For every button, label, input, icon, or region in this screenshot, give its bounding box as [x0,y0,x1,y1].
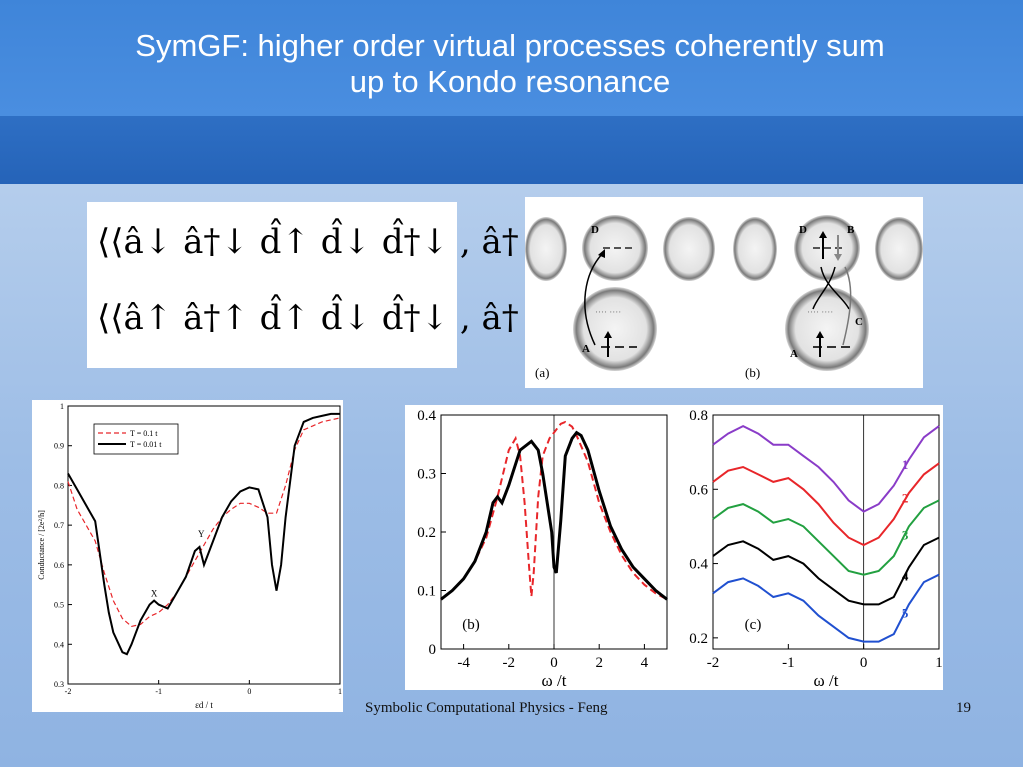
spin-up-head-b [816,331,824,338]
dots-b: ···· ···· [807,307,833,317]
y-tick-label: 0.1 [417,584,436,600]
legend-label: T = 0.01 t [130,440,162,449]
formula-line1: ⟨⟨â↓ â†↓ d̂↑ d̂↓ d̂†↓ , â†↑⟩⟩ [97,222,574,262]
conductance-chart: 0.3 0.4 0.5 0.6 0.7 0.8 0.9 1 -2 -1 0 1 εd / t Conduc… [37,402,342,710]
schematic-a: ···· ···· D A (a) [525,215,715,380]
dot-a-a [573,287,657,371]
label-a-b: A [790,348,798,360]
y-tick-label: 0.3 [54,680,64,689]
spin-d-up-head-b [819,231,827,238]
legend-box [93,423,179,455]
x-axis-label: εd / t [195,700,213,710]
panel-b-label: (b) [745,365,760,380]
plot-frame [712,414,940,650]
hop-head-a [598,249,605,258]
panel-label: (c) [745,617,762,633]
x-tick-label: 0 [860,655,868,671]
hop-b-3 [842,266,852,346]
x-tick-label: -2 [65,687,72,696]
x-tick-label: 1 [935,655,943,671]
series-label: 4 [902,568,909,583]
arrow-head-a [604,331,612,338]
x-tick-label: 0 [550,655,558,671]
legend-label: T = 0.1 t [130,429,158,438]
x-tick-label: -4 [457,655,470,671]
schematic-b: ···· ···· D B C A (b) [733,215,923,380]
label-d-b: D [799,224,807,236]
y-tick-label: 0.5 [54,601,64,610]
slide-title: SymGF: higher order virtual processes co… [20,28,1000,100]
label-b-b: B [847,224,855,236]
lead-left-b [733,217,777,281]
slide-title-line2: up to Kondo resonance [349,64,671,99]
spin-d-down-head-b [834,254,842,261]
y-tick-label: 0.2 [417,525,436,541]
y-tick-label: 0 [429,642,437,658]
y-tick-label: 0.7 [54,521,64,530]
title-bar [0,0,1023,116]
y-tick-label: 0.4 [417,408,436,424]
dots-a: ···· ···· [595,307,621,317]
x-tick-label: 2 [595,655,603,671]
slide-title-line1: SymGF: higher order virtual processes co… [135,28,885,63]
label-c-b: C [855,316,863,328]
footer-text: Symbolic Computational Physics - Feng [365,700,608,716]
series-line [67,412,340,656]
label-a-a: A [582,343,590,355]
y-tick-label: 0.8 [54,481,64,490]
y-tick-label: 0.4 [689,557,708,573]
y-tick-label: 0.3 [417,467,436,483]
y-tick-label: 0.2 [689,631,708,647]
y-tick-label: 0.6 [689,482,708,498]
series-label: 1 [902,457,909,472]
spectral-chart-panel: 0 0.1 0.2 0.3 0.4 -4 -2 0 2 4 ω /t (b) 0.2 0.4 0.6 0.8… [405,405,943,690]
series-line [440,430,668,601]
series-line [712,424,940,513]
label-d-a: D [591,224,599,236]
series-line [712,536,940,606]
formula-panel: ⟨⟨â↓ â†↓ d̂↑ d̂↓ d̂†↓ , â†↑⟩⟩ ⟨⟨â↑ â†↑ d… [87,202,574,368]
x-tick-label: -1 [155,687,162,696]
spectral-chart-c: 0.2 0.4 0.6 0.8 -2 -1 0 1 ω /t (c) 1 2 3 4 5 [689,408,943,690]
formula-line2: ⟨⟨â↑ â†↑ d̂↑ d̂↓ d̂†↓ , â†↑⟩⟩ [97,298,574,338]
annotation-label: Y [198,529,205,539]
series-line [712,573,940,643]
series-line [712,462,940,547]
series-line [440,420,668,601]
x-tick-label: 1 [338,687,342,696]
hop-b-1 [820,266,850,310]
spectral-chart-b: 0 0.1 0.2 0.3 0.4 -4 -2 0 2 4 ω /t (b) [417,408,668,690]
x-tick-label: -2 [707,655,720,671]
y-tick-label: 0.9 [54,442,64,451]
series-line [712,499,940,576]
lead-left-a [525,217,567,281]
x-tick-label: -1 [782,655,795,671]
hop-b-2 [812,266,836,310]
panel-label: (b) [462,617,480,633]
panel-a-label: (a) [535,365,549,380]
lead-right-a [663,217,715,281]
series-label: 3 [902,527,909,542]
title-band [0,116,1023,184]
schematic-panel: ···· ···· D A (a) ···· ···· D B C [525,197,923,388]
y-tick-label: 0.8 [689,408,708,424]
x-tick-label: -2 [503,655,516,671]
schematic-figure: ···· ···· D A (a) ···· ···· D B C [525,215,923,380]
x-tick-label: 0 [247,687,251,696]
page-number: 19 [956,700,971,716]
y-tick-label: 1 [60,402,64,411]
hop-arrow-a [584,252,604,346]
series-label: 5 [902,605,909,620]
annotation-label: X [151,589,158,599]
lead-right-b [875,217,923,281]
x-axis-label: ω /t [814,671,839,690]
plot-frame [67,405,341,685]
series-label: 2 [902,490,909,505]
x-tick-label: 4 [641,655,649,671]
y-tick-label: 0.4 [54,640,64,649]
conductance-chart-panel: 0.3 0.4 0.5 0.6 0.7 0.8 0.9 1 -2 -1 0 1 εd / t Conduc… [32,400,343,712]
y-tick-label: 0.6 [54,561,64,570]
x-axis-label: ω /t [542,671,567,690]
y-axis-label: Conductance / [2e²/h] [37,510,46,580]
